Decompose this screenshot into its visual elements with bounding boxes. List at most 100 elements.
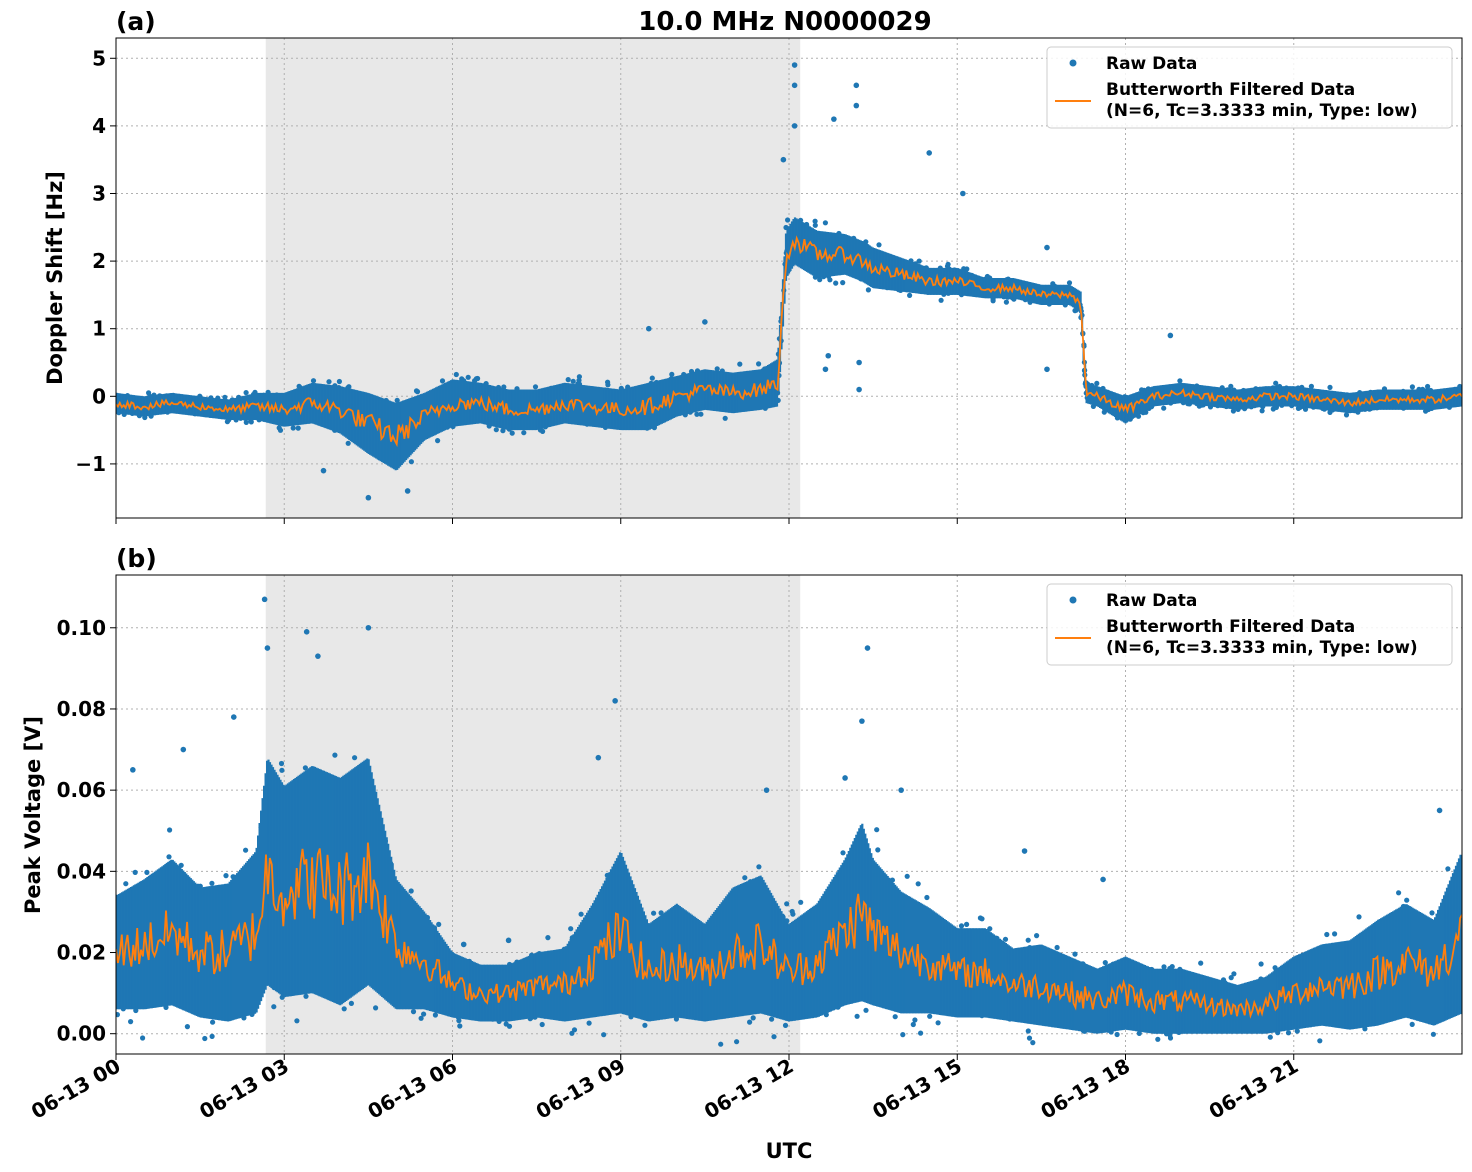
raw-data-point: [1161, 405, 1167, 411]
raw-data-point: [649, 375, 655, 381]
raw-data-point: [1136, 1030, 1142, 1036]
raw-data-outlier: [1044, 244, 1050, 251]
raw-data-point: [900, 1032, 906, 1038]
legend-raw-marker: [1069, 59, 1077, 67]
raw-data-point: [1404, 897, 1410, 903]
raw-data-outlier: [853, 102, 860, 109]
raw-data-point: [935, 1020, 941, 1026]
raw-data-point: [521, 430, 527, 436]
legend-filtered-label-2: (N=6, Tc=3.3333 min, Type: low): [1106, 101, 1418, 121]
ytick-label: 3: [92, 181, 106, 205]
raw-data-point: [987, 926, 993, 932]
raw-data-point: [435, 438, 441, 444]
raw-data-point: [1026, 1035, 1033, 1041]
raw-data-point: [532, 384, 539, 390]
raw-data-outlier: [365, 494, 372, 501]
raw-data-point: [184, 1024, 190, 1030]
raw-data-point: [473, 376, 479, 382]
raw-data-point: [984, 273, 991, 280]
raw-data-point: [506, 1023, 513, 1029]
raw-data-point: [278, 760, 285, 767]
raw-data-point: [990, 298, 996, 304]
ylabel-b: Peak Voltage [V]: [21, 716, 45, 914]
raw-data-outlier: [1044, 366, 1050, 373]
raw-data-point: [576, 374, 583, 380]
raw-data-point: [500, 428, 506, 434]
raw-data-point: [1308, 383, 1314, 389]
raw-data-point: [1259, 408, 1265, 414]
raw-data-point: [1332, 931, 1338, 937]
raw-data-point: [222, 394, 228, 400]
raw-data-point: [248, 419, 254, 425]
legend-filtered-label-1: Butterworth Filtered Data: [1106, 80, 1355, 100]
raw-data-outlier: [320, 467, 327, 474]
raw-data-point: [605, 379, 611, 385]
raw-data-point: [167, 827, 173, 833]
ylabel-a: Doppler Shift [Hz]: [43, 171, 67, 385]
raw-data-point: [1072, 951, 1078, 957]
raw-data-point: [840, 850, 846, 856]
raw-data-point: [223, 873, 229, 879]
raw-data-point: [146, 390, 152, 396]
plot-area-a: −1 0 1 2 3 4 5 Raw Data Butterworth Filtered Dat…: [75, 37, 1463, 524]
raw-data-point: [1267, 1034, 1273, 1040]
raw-data-point: [822, 220, 829, 226]
raw-data-point: [341, 1006, 347, 1012]
raw-data-point: [578, 911, 584, 917]
raw-data-point: [1324, 931, 1330, 938]
ytick-label: 5: [92, 46, 106, 70]
raw-data-point: [294, 1018, 300, 1024]
raw-data-point: [916, 258, 922, 264]
raw-data-point: [827, 277, 833, 283]
legend-a: Raw Data Butterworth Filtered Data(N=6, T…: [1046, 46, 1453, 129]
raw-data-point: [1317, 1038, 1323, 1044]
raw-data-point: [812, 222, 818, 228]
raw-data-outlier: [831, 116, 837, 122]
raw-data-point: [345, 440, 351, 446]
raw-data-point: [910, 1021, 916, 1028]
raw-data-point: [295, 425, 301, 431]
raw-data-outlier: [791, 82, 798, 89]
raw-data-point: [545, 935, 551, 941]
raw-data-outlier: [780, 156, 787, 163]
raw-data-point: [907, 292, 913, 298]
raw-data-outlier: [926, 150, 933, 156]
raw-data-point: [373, 1005, 379, 1011]
raw-data-point: [1294, 1028, 1300, 1034]
raw-data-point: [1409, 384, 1415, 390]
raw-data-outlier: [856, 386, 862, 393]
raw-data-point: [439, 378, 446, 384]
raw-data-point: [565, 377, 571, 383]
raw-data-point: [1002, 936, 1009, 942]
raw-data-point: [750, 1015, 756, 1021]
raw-data-point: [756, 361, 762, 367]
raw-data-point: [209, 1033, 215, 1039]
raw-data-point: [453, 371, 459, 378]
raw-data-point: [128, 1019, 134, 1025]
legend-box: [1046, 46, 1453, 129]
raw-data-point: [1430, 1031, 1436, 1037]
raw-data-outlier: [404, 488, 411, 494]
raw-data-point: [1327, 384, 1333, 390]
raw-data-point: [326, 379, 332, 385]
ytick-label: 4: [92, 114, 106, 138]
raw-data-point: [465, 374, 471, 380]
raw-data-point: [722, 415, 728, 421]
raw-data-point: [132, 869, 138, 876]
raw-data-point: [875, 847, 881, 853]
raw-data-point: [243, 419, 249, 425]
ytick-label: −1: [75, 452, 106, 476]
raw-data-point: [209, 880, 215, 886]
raw-data-point: [290, 425, 296, 431]
raw-data-point: [785, 217, 791, 223]
raw-data-point: [1273, 380, 1279, 386]
raw-data-point: [540, 428, 546, 434]
raw-data-point: [964, 921, 970, 928]
raw-data-outlier: [1167, 332, 1174, 339]
raw-data-point: [694, 411, 700, 417]
raw-data-point: [144, 869, 150, 876]
raw-data-point: [493, 427, 499, 433]
raw-data-point: [302, 765, 308, 771]
raw-data-point: [718, 1041, 724, 1047]
